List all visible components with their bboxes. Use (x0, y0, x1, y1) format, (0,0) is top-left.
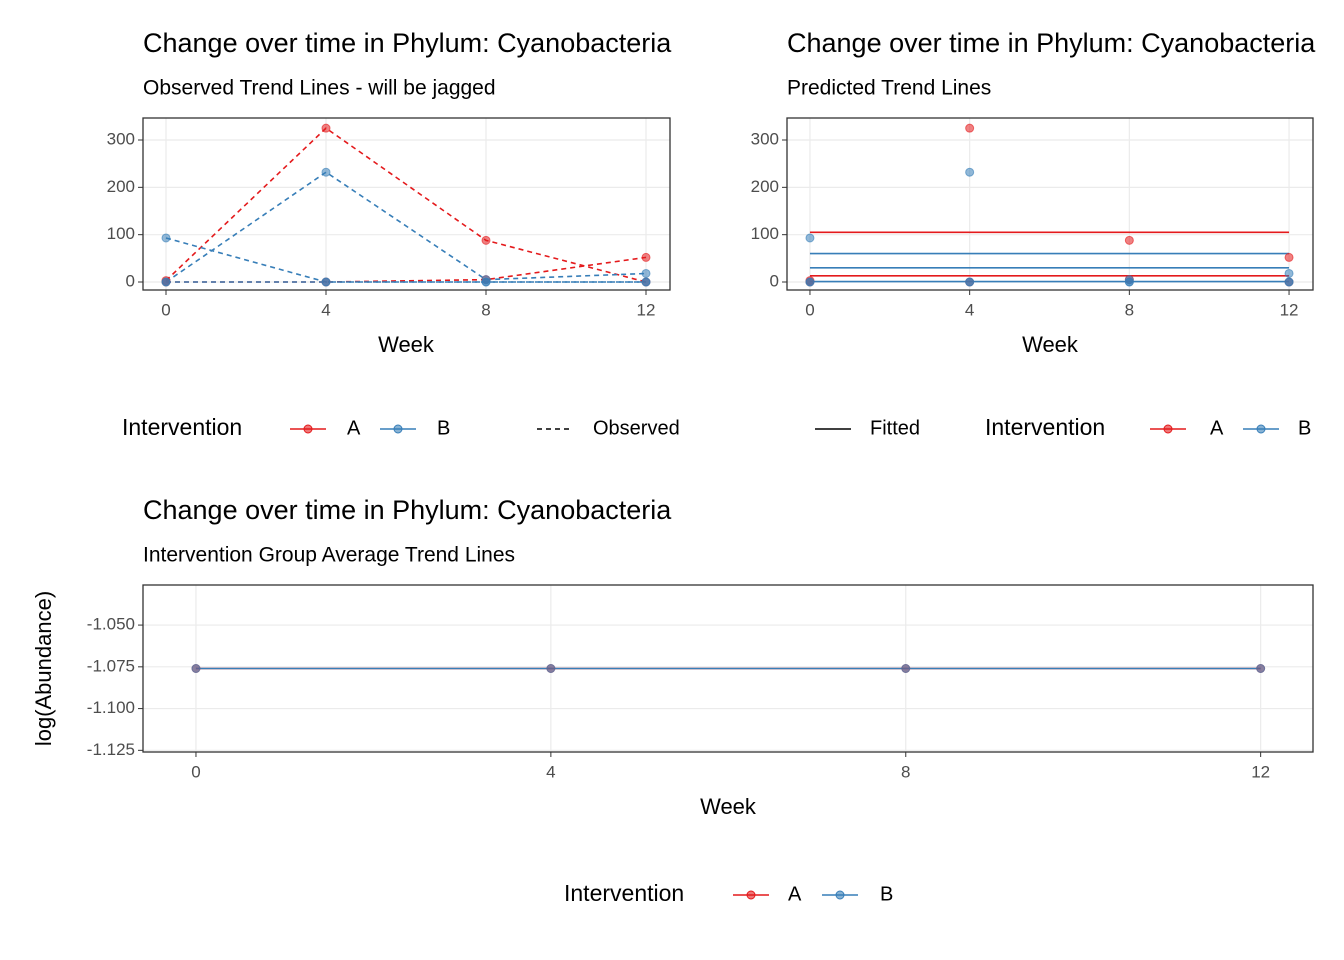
data-point (321, 167, 331, 177)
data-point (1284, 277, 1294, 287)
data-point (1284, 252, 1294, 262)
x-tick-label: 8 (1125, 300, 1134, 319)
legend-key-point (1163, 424, 1173, 434)
plot-border (142, 117, 671, 291)
chart-title: Change over time in Phylum: Cyanobacteri… (143, 495, 672, 525)
legend-label: Fitted (870, 417, 920, 439)
legend-key-point (746, 890, 756, 900)
y-tick-label: -1.075 (87, 656, 135, 675)
y-tick-label: 0 (126, 271, 135, 290)
data-point (321, 277, 331, 287)
panel: Change over time in Phylum: Cyanobacteri… (31, 495, 1314, 906)
data-point (901, 664, 911, 673)
plot-border (786, 117, 1314, 291)
x-tick-label: 8 (481, 300, 490, 319)
series-line (165, 237, 646, 283)
legend-label: B (437, 417, 450, 439)
legend-label: B (880, 883, 893, 905)
data-point (805, 277, 815, 287)
y-tick-label: 100 (751, 224, 779, 243)
data-point (805, 233, 815, 243)
panel: Change over time in Phylum: Cyanobacteri… (751, 28, 1317, 440)
data-point (321, 123, 331, 133)
legend-key-point (303, 424, 313, 434)
data-point (965, 123, 975, 133)
data-point (191, 664, 201, 673)
legend-label: A (1210, 417, 1224, 439)
chart-subtitle: Observed Trend Lines - will be jagged (143, 77, 496, 100)
legend-title: Intervention (985, 414, 1105, 440)
panel: Change over time in Phylum: Cyanobacteri… (107, 28, 680, 440)
data-point (1256, 664, 1266, 673)
x-tick-label: 12 (1251, 762, 1270, 781)
y-tick-label: 200 (751, 177, 779, 196)
legend-key-point (393, 424, 403, 434)
chart-title: Change over time in Phylum: Cyanobacteri… (143, 28, 672, 58)
y-tick-label: -1.125 (87, 740, 135, 759)
y-tick-label: -1.100 (87, 698, 135, 717)
legend-label: Observed (593, 417, 680, 439)
data-point (546, 664, 556, 673)
plot-border (142, 584, 1314, 753)
chart-title: Change over time in Phylum: Cyanobacteri… (787, 28, 1316, 58)
data-point (641, 277, 651, 287)
y-axis-title: log(Abundance) (31, 591, 56, 746)
legend-key-point (835, 890, 845, 900)
series-line (165, 171, 647, 283)
data-point (161, 277, 171, 287)
x-tick-label: 8 (901, 762, 910, 781)
data-point (161, 233, 171, 243)
y-tick-label: 0 (770, 271, 779, 290)
x-tick-label: 4 (546, 762, 555, 781)
data-point (481, 277, 491, 287)
y-tick-label: -1.050 (87, 615, 135, 634)
y-tick-label: 100 (107, 224, 135, 243)
chart-subtitle: Predicted Trend Lines (787, 77, 991, 100)
x-tick-label: 4 (321, 300, 330, 319)
data-point (1284, 268, 1294, 278)
x-tick-label: 12 (637, 300, 656, 319)
data-point (1124, 235, 1134, 245)
series-line (166, 256, 647, 283)
series-line (165, 127, 647, 283)
legend-label: A (788, 883, 802, 905)
legend-label: A (347, 417, 361, 439)
data-point (641, 268, 651, 278)
x-tick-label: 0 (191, 762, 200, 781)
legend-key-point (1256, 424, 1266, 434)
data-point (1124, 277, 1134, 287)
data-point (641, 252, 651, 262)
legend-title: Intervention (564, 880, 684, 906)
legend-label: B (1298, 417, 1311, 439)
x-tick-label: 0 (161, 300, 170, 319)
x-axis-title: Week (1022, 332, 1079, 357)
legend-title: Intervention (122, 414, 242, 440)
data-point (965, 167, 975, 177)
x-axis-title: Week (378, 332, 435, 357)
x-tick-label: 12 (1280, 300, 1299, 319)
y-tick-label: 300 (107, 129, 135, 148)
x-tick-label: 0 (805, 300, 814, 319)
x-tick-label: 4 (965, 300, 974, 319)
y-tick-label: 300 (751, 129, 779, 148)
y-tick-label: 200 (107, 177, 135, 196)
data-point (481, 235, 491, 245)
chart-subtitle: Intervention Group Average Trend Lines (143, 544, 515, 567)
x-axis-title: Week (700, 794, 757, 819)
data-point (965, 277, 975, 287)
